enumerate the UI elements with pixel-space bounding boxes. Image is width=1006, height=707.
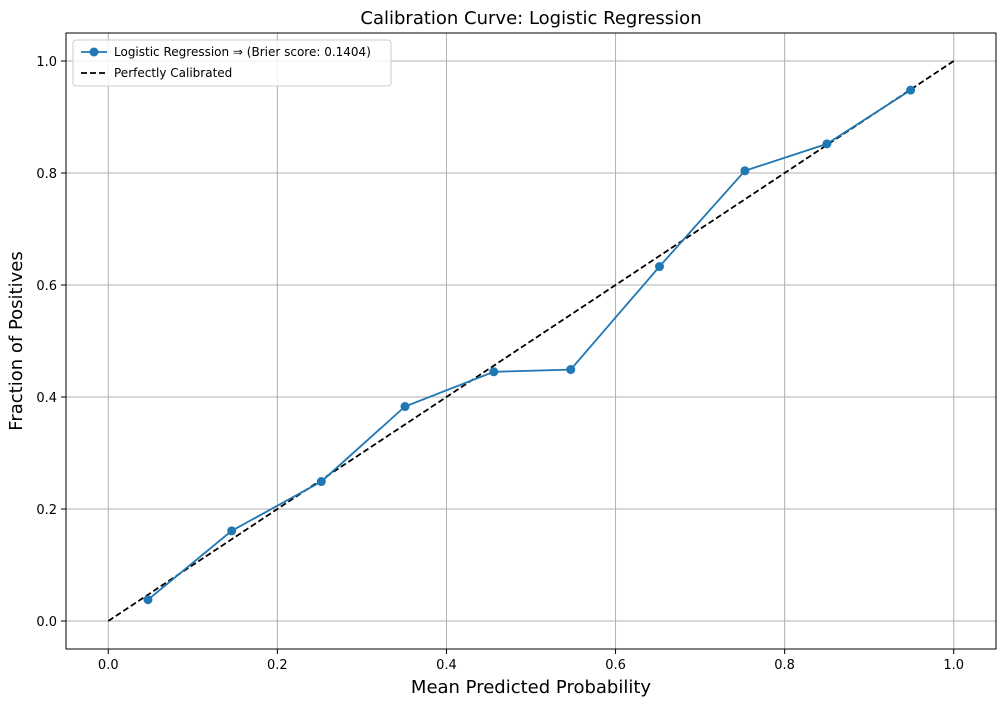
- calibration-point: [740, 166, 750, 176]
- legend-label: Perfectly Calibrated: [114, 66, 232, 80]
- calibration-point: [227, 526, 237, 536]
- y-tick-label: 0.0: [36, 615, 57, 630]
- x-tick-label: 0.2: [267, 658, 288, 673]
- calibration-point: [655, 262, 665, 272]
- calibration-point: [906, 85, 916, 95]
- plot-area-frame: [65, 32, 997, 650]
- calibration-point: [489, 367, 499, 377]
- grid: [66, 33, 996, 649]
- calibration-curve-line: [147, 89, 912, 601]
- y-tick-label: 0.4: [36, 391, 57, 406]
- y-tick-label: 1.0: [36, 55, 57, 70]
- calibration-point: [316, 477, 326, 487]
- calibration-point: [822, 139, 832, 149]
- legend-box: [72, 39, 392, 87]
- legend-marker: [89, 47, 99, 57]
- x-axis-label: Mean Predicted Probability: [411, 677, 651, 698]
- x-tick-label: 0.0: [98, 658, 119, 673]
- calibration-point: [143, 595, 153, 605]
- x-tick-label: 1.0: [943, 658, 964, 673]
- y-tick-label: 0.8: [36, 167, 57, 182]
- y-tick-label: 0.2: [36, 503, 57, 518]
- calibration-point: [400, 402, 410, 412]
- series-layer: [107, 60, 955, 622]
- y-axis-label: Fraction of Positives: [6, 251, 27, 430]
- perfect-calibration-line: [107, 60, 955, 622]
- chart-title: Calibration Curve: Logistic Regression: [360, 8, 701, 29]
- ticks: 0.0 0.2 0.4 0.6 0.8 1.0 0.0 0.2 0.4 0.6 0.8 1.0: [36, 55, 964, 673]
- x-tick-label: 0.6: [605, 658, 626, 673]
- x-tick-label: 0.8: [774, 658, 795, 673]
- calibration-point: [566, 365, 576, 375]
- legend: Logistic Regression ⇒ (Brier score: 0.14…: [72, 39, 392, 87]
- x-tick-label: 0.4: [436, 658, 457, 673]
- legend-label: Logistic Regression ⇒ (Brier score: 0.14…: [114, 45, 371, 59]
- y-tick-label: 0.6: [36, 279, 57, 294]
